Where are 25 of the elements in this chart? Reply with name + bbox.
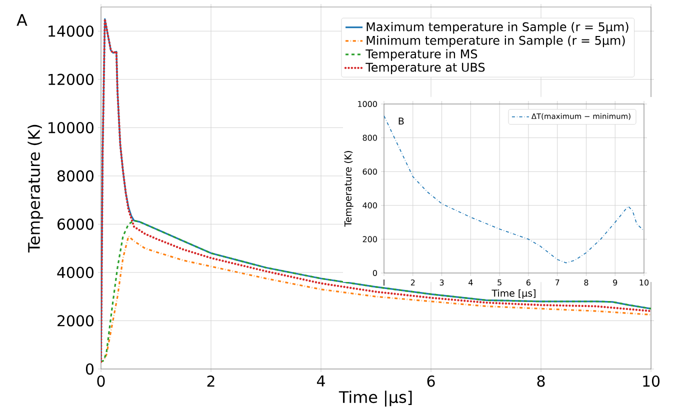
line-series [384, 115, 644, 264]
legend-label: Minimum temperature in Sample (r = 5μm) [366, 36, 625, 48]
legend-label: Maximum temperature in Sample (r = 5μm) [366, 22, 628, 34]
x-axis-title: Time [μs] [492, 289, 536, 299]
y-axis-title: Temperature (K) [28, 124, 44, 253]
x-tick-label: 10 [643, 376, 660, 387]
y-tick-label: 6000 [58, 218, 94, 230]
y-tick-label: 14000 [48, 25, 94, 37]
annotation: B [398, 118, 404, 125]
text: A [16, 14, 28, 26]
y-tick-label: 12000 [48, 74, 94, 86]
legend-label: Temperature at UBS [366, 62, 485, 74]
x-tick-label: 6 [427, 376, 435, 387]
y-tick-label: 2000 [58, 315, 94, 326]
y-tick-label: 0 [86, 363, 94, 375]
x-tick-label: 8 [537, 376, 545, 387]
x-tick-label: 0 [97, 376, 105, 387]
y-tick-label: 8000 [57, 170, 94, 182]
x-tick-label: 4 [316, 376, 325, 386]
legend-label: Temperature in MS [366, 49, 478, 61]
y-tick-label: 4000 [57, 266, 94, 278]
x-tick-label: 2 [207, 376, 214, 387]
y-tick-label: 10000 [48, 122, 94, 134]
x-axis-title: Time |μs] [338, 390, 412, 407]
y-axis-title: Temperature (K) [344, 151, 354, 227]
